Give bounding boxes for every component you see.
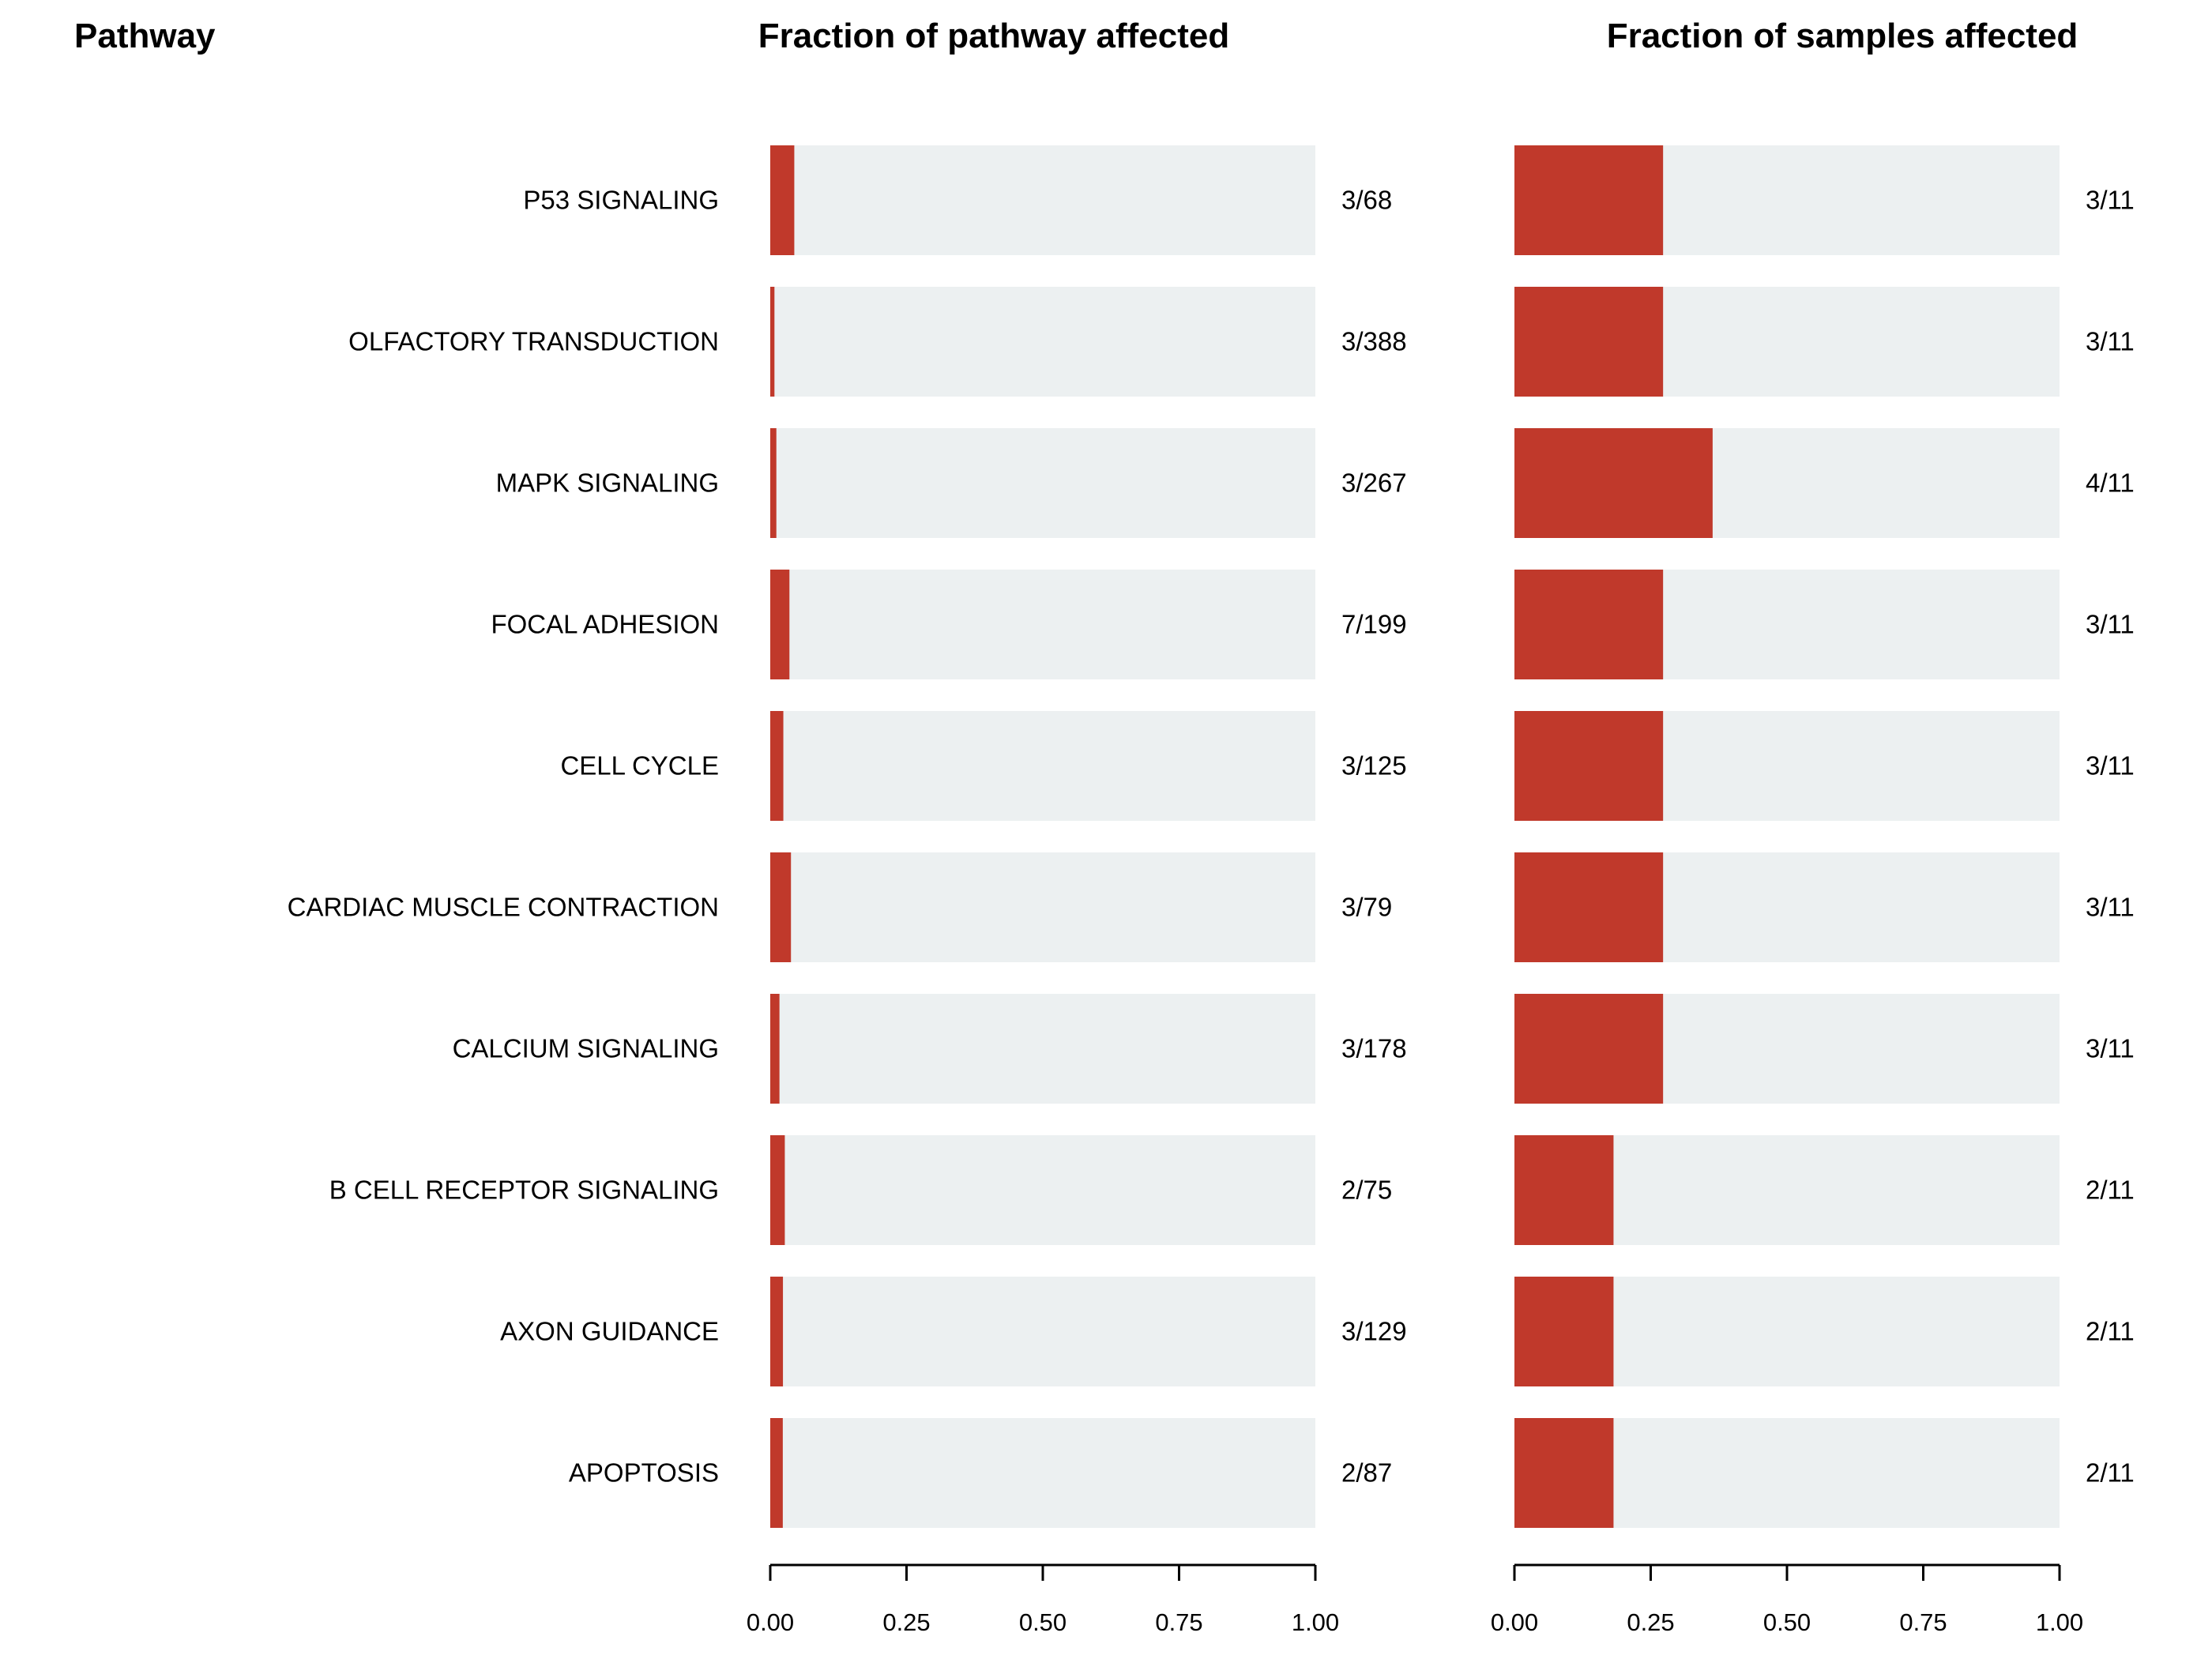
samples-tick-label: 1.00 xyxy=(2036,1608,2083,1636)
samples-fraction-bar xyxy=(1514,1277,1614,1386)
samples-count-label: 3/11 xyxy=(2086,327,2135,356)
pathway-bar-background xyxy=(770,287,1315,397)
pathway-label: FOCAL ADHESION xyxy=(491,610,719,639)
pathway-bar-background xyxy=(770,994,1315,1104)
pathway-count-label: 3/388 xyxy=(1341,327,1407,356)
samples-count-label: 2/11 xyxy=(2086,1458,2135,1488)
pathway-row: FOCAL ADHESION 7/199 3/11 xyxy=(491,570,2135,679)
pathway-fraction-bar xyxy=(770,428,777,538)
pathway-row: OLFACTORY TRANSDUCTION 3/388 3/11 xyxy=(348,287,2135,397)
pathway-count-label: 7/199 xyxy=(1341,610,1407,639)
samples-fraction-bar xyxy=(1514,287,1664,397)
samples-fraction-bar xyxy=(1514,1135,1614,1245)
pathway-count-label: 3/178 xyxy=(1341,1034,1407,1063)
samples-count-label: 3/11 xyxy=(2086,1034,2135,1063)
pathway-row: P53 SIGNALING 3/68 3/11 xyxy=(523,145,2135,255)
pathway-row: CALCIUM SIGNALING 3/178 3/11 xyxy=(453,994,2135,1104)
pathway-fraction-bar xyxy=(770,1277,784,1386)
pathway-bar-background xyxy=(770,145,1315,255)
pathway-row: APOPTOSIS 2/87 2/11 xyxy=(569,1418,2135,1528)
pathway-fraction-bar xyxy=(770,145,795,255)
samples-count-label: 2/11 xyxy=(2086,1317,2135,1346)
pathway-tick-label: 0.25 xyxy=(882,1608,930,1636)
pathway-label: CELL CYCLE xyxy=(560,751,719,781)
pathway-label: CARDIAC MUSCLE CONTRACTION xyxy=(288,893,719,922)
pathway-label: OLFACTORY TRANSDUCTION xyxy=(348,327,719,356)
samples-tick-label: 0.50 xyxy=(1763,1608,1811,1636)
pathway-count-label: 2/87 xyxy=(1341,1458,1392,1488)
pathway-fraction-bar xyxy=(770,994,780,1104)
pathway-label: AXON GUIDANCE xyxy=(500,1317,719,1346)
samples-fraction-bar xyxy=(1514,994,1664,1104)
pathway-row: B CELL RECEPTOR SIGNALING 2/75 2/11 xyxy=(329,1135,2135,1245)
pathway-count-label: 3/68 xyxy=(1341,186,1392,215)
samples-fraction-bar xyxy=(1514,852,1664,962)
pathway-count-label: 3/79 xyxy=(1341,893,1392,922)
pathway-label: P53 SIGNALING xyxy=(523,186,719,215)
pathway-tick-label: 1.00 xyxy=(1292,1608,1339,1636)
pathway-label: APOPTOSIS xyxy=(569,1458,719,1488)
pathway-row: CARDIAC MUSCLE CONTRACTION 3/79 3/11 xyxy=(288,852,2135,962)
samples-count-label: 3/11 xyxy=(2086,751,2135,781)
samples-tick-label: 0.25 xyxy=(1627,1608,1674,1636)
pathway-fraction-bar xyxy=(770,1135,785,1245)
pathway-count-label: 3/267 xyxy=(1341,468,1407,498)
samples-fraction-bar xyxy=(1514,1418,1614,1528)
pathway-tick-label: 0.75 xyxy=(1155,1608,1202,1636)
pathway-fraction-bar xyxy=(770,711,784,821)
pathway-row: MAPK SIGNALING 3/267 4/11 xyxy=(496,428,2135,538)
pathway-count-label: 3/129 xyxy=(1341,1317,1407,1346)
pathway-header: Pathway xyxy=(74,17,216,55)
samples-count-label: 3/11 xyxy=(2086,610,2135,639)
samples-fraction-bar xyxy=(1514,711,1664,821)
fraction-samples-header: Fraction of samples affected xyxy=(1607,17,2078,55)
pathway-label: MAPK SIGNALING xyxy=(496,468,719,498)
pathway-tick-label: 0.00 xyxy=(747,1608,794,1636)
samples-fraction-bar xyxy=(1514,570,1664,679)
samples-fraction-bar xyxy=(1514,145,1664,255)
samples-tick-label: 0.75 xyxy=(1899,1608,1947,1636)
samples-count-label: 2/11 xyxy=(2086,1176,2135,1205)
pathway-bar-background xyxy=(770,711,1315,821)
pathway-count-label: 3/125 xyxy=(1341,751,1407,781)
pathway-fraction-bar xyxy=(770,570,790,679)
pathway-bar-background xyxy=(770,852,1315,962)
pathway-fraction-bar xyxy=(770,287,775,397)
pathway-count-label: 2/75 xyxy=(1341,1176,1392,1205)
samples-count-label: 4/11 xyxy=(2086,468,2135,498)
samples-count-label: 3/11 xyxy=(2086,186,2135,215)
pathway-label: CALCIUM SIGNALING xyxy=(453,1034,719,1063)
pathway-bar-background xyxy=(770,1418,1315,1528)
samples-tick-label: 0.00 xyxy=(1491,1608,1538,1636)
chart-axes: 0.00 0.25 0.50 0.75 1.00 0.00 0.25 0.50 0.75 1.00 xyxy=(747,1563,2083,1636)
pathway-fraction-bar xyxy=(770,1418,783,1528)
pathway-fraction-bar xyxy=(770,852,792,962)
pathway-label: B CELL RECEPTOR SIGNALING xyxy=(329,1176,719,1205)
pathway-bar-background xyxy=(770,428,1315,538)
samples-count-label: 3/11 xyxy=(2086,893,2135,922)
fraction-pathway-header: Fraction of pathway affected xyxy=(758,17,1230,55)
pathway-row: AXON GUIDANCE 3/129 2/11 xyxy=(500,1277,2135,1386)
samples-fraction-bar xyxy=(1514,428,1713,538)
pathway-row: CELL CYCLE 3/125 3/11 xyxy=(560,711,2135,821)
pathway-bar-background xyxy=(770,1277,1315,1386)
pathway-tick-label: 0.50 xyxy=(1019,1608,1066,1636)
pathway-bar-background xyxy=(770,570,1315,679)
pathway-bar-background xyxy=(770,1135,1315,1245)
